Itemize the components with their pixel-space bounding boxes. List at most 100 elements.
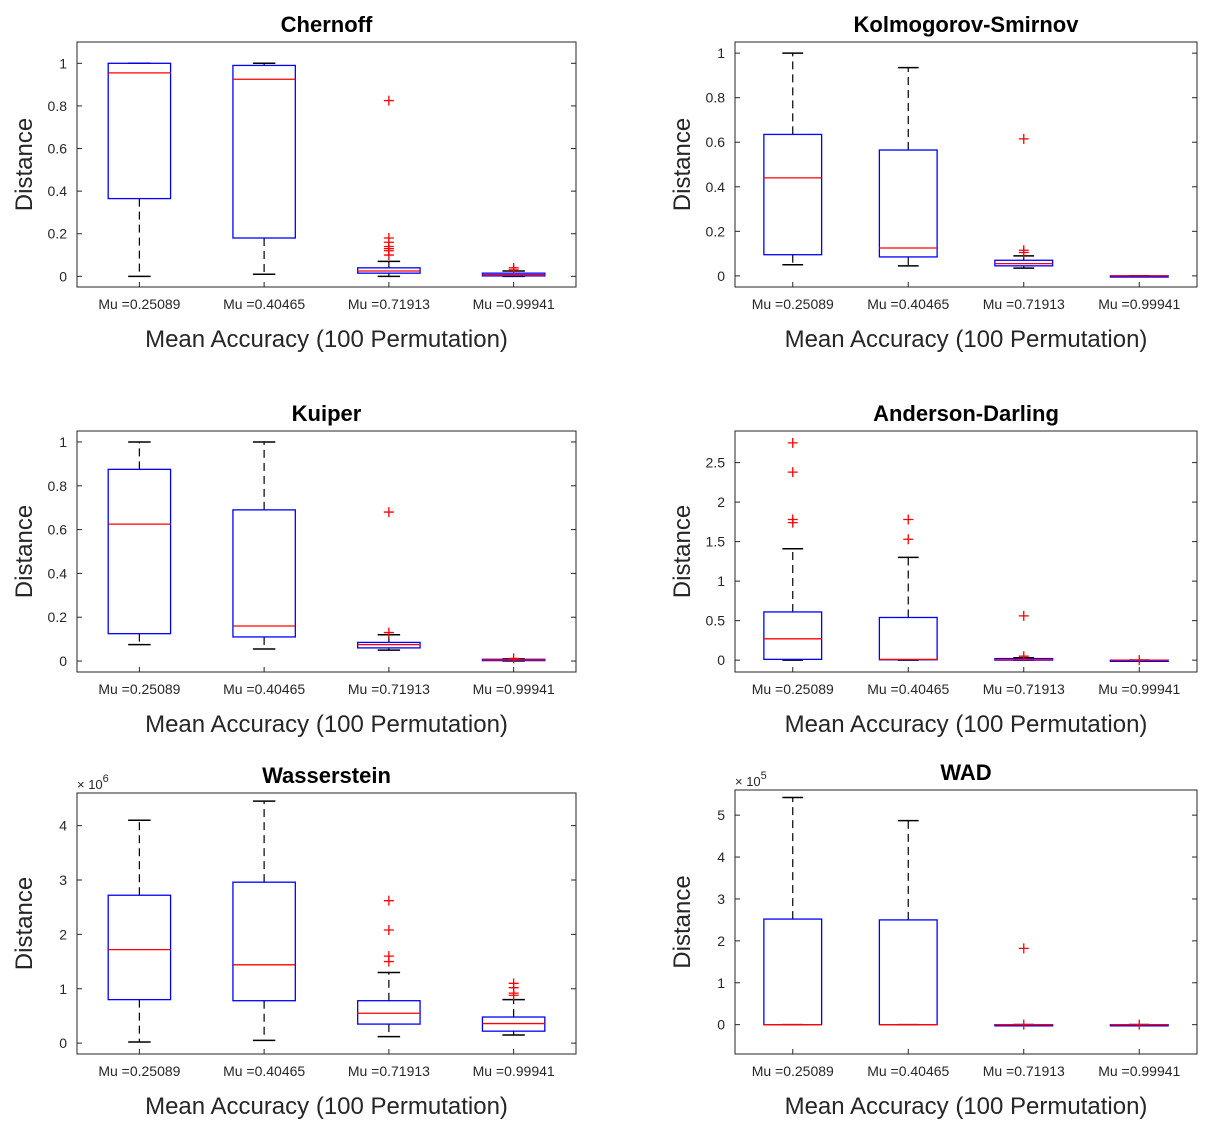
outlier-marker bbox=[787, 467, 798, 478]
x-tick-label: Mu =0.99941 bbox=[473, 681, 555, 697]
y-tick-label: 0.6 bbox=[706, 134, 726, 150]
outlier-marker bbox=[1018, 245, 1029, 256]
plot-area bbox=[76, 41, 577, 288]
box-4 bbox=[1109, 275, 1169, 278]
box-3 bbox=[357, 95, 421, 278]
y-tick-label: 0.5 bbox=[706, 613, 726, 629]
y-tick-label: 0 bbox=[717, 1017, 725, 1033]
y-tick-label: 0.2 bbox=[706, 223, 726, 239]
y-tick-label: 2 bbox=[717, 494, 725, 510]
y-tick-label: 0.8 bbox=[48, 478, 68, 494]
chart-panel-wasserstein: Wasserstein 0 1 2 3 4 × 106 Mu =0.25089 Mu =0.40… bbox=[11, 763, 577, 1120]
x-tick-label: Mu =0.71913 bbox=[348, 681, 430, 697]
x-tick-label: Mu =0.71913 bbox=[348, 296, 430, 312]
axis-exponent-label: × 106 bbox=[77, 773, 109, 792]
box-1 bbox=[763, 52, 823, 266]
x-tick-label: Mu =0.40465 bbox=[867, 1063, 949, 1079]
y-tick-label: 5 bbox=[717, 807, 725, 823]
chart-panel-anderson-darling: Anderson-Darling 0 0.5 1 1.5 2 2.5 Mu =0.25089 M… bbox=[669, 401, 1198, 738]
y-axis-label: Distance bbox=[11, 118, 38, 211]
axis-exponent-power: 5 bbox=[761, 770, 767, 782]
box-4 bbox=[481, 653, 546, 664]
y-tick-label: 0.8 bbox=[48, 98, 68, 114]
axis-exponent-power: 6 bbox=[103, 773, 109, 785]
box-2 bbox=[878, 66, 938, 267]
y-tick-label: 0.4 bbox=[48, 183, 68, 199]
x-tick-label: Mu =0.25089 bbox=[98, 681, 180, 697]
plot-area bbox=[734, 41, 1198, 288]
x-axis-label: Mean Accuracy (100 Permutation) bbox=[145, 326, 508, 353]
box-iqr bbox=[107, 894, 172, 1001]
outlier-marker bbox=[1018, 1019, 1029, 1030]
x-tick-label: Mu =0.40465 bbox=[223, 1063, 305, 1079]
box-1 bbox=[107, 441, 172, 646]
outlier-marker bbox=[508, 653, 519, 664]
box-iqr bbox=[232, 881, 296, 1002]
box-iqr bbox=[763, 611, 823, 661]
x-tick-label: Mu =0.40465 bbox=[223, 681, 305, 697]
y-tick-label: 0.6 bbox=[48, 141, 68, 157]
outlier-marker bbox=[383, 627, 394, 638]
y-tick-label: 1 bbox=[717, 45, 725, 61]
plot-area bbox=[734, 430, 1198, 673]
y-tick-label: 1 bbox=[59, 434, 67, 450]
y-tick-label: 3 bbox=[717, 891, 725, 907]
chart-title: WAD bbox=[940, 760, 991, 785]
outlier-marker bbox=[383, 507, 394, 518]
x-tick-label: Mu =0.99941 bbox=[473, 1063, 555, 1079]
chart-panel-chernoff: Chernoff 0 0.2 0.4 0.6 0.8 1 Mu =0.25089 Mu =0.4… bbox=[11, 12, 577, 353]
box-3 bbox=[357, 895, 421, 1038]
outlier-marker bbox=[383, 925, 394, 936]
box-2 bbox=[878, 514, 938, 661]
x-tick-label: Mu =0.99941 bbox=[1098, 1063, 1180, 1079]
x-tick-label: Mu =0.71913 bbox=[348, 1063, 430, 1079]
x-axis-label: Mean Accuracy (100 Permutation) bbox=[145, 711, 508, 738]
box-4 bbox=[481, 262, 546, 278]
box-1 bbox=[107, 62, 172, 278]
x-tick-label: Mu =0.99941 bbox=[1098, 681, 1180, 697]
y-tick-label: 0.4 bbox=[48, 565, 68, 581]
chart-title: Kuiper bbox=[292, 401, 362, 426]
box-3 bbox=[357, 507, 421, 651]
outlier-marker bbox=[1018, 610, 1029, 621]
y-axis-label: Distance bbox=[11, 877, 38, 970]
box-2 bbox=[232, 62, 296, 275]
y-tick-label: 0.4 bbox=[706, 179, 726, 195]
y-tick-label: 3 bbox=[59, 872, 67, 888]
box-1 bbox=[763, 437, 823, 661]
chart-panel-kuiper: Kuiper 0 0.2 0.4 0.6 0.8 1 Mu =0.25089 Mu =0.404… bbox=[11, 401, 577, 738]
x-tick-label: Mu =0.99941 bbox=[1098, 296, 1180, 312]
box-iqr bbox=[357, 1000, 421, 1025]
y-tick-label: 2.5 bbox=[706, 455, 726, 471]
x-tick-label: Mu =0.71913 bbox=[983, 681, 1065, 697]
outlier-marker bbox=[1018, 943, 1029, 954]
axis-exponent-label: × 105 bbox=[735, 770, 767, 789]
x-tick-label: Mu =0.25089 bbox=[752, 1063, 834, 1079]
box-iqr bbox=[107, 62, 172, 200]
outlier-marker bbox=[1018, 133, 1029, 144]
chart-title: Wasserstein bbox=[262, 763, 391, 788]
outlier-marker bbox=[1018, 651, 1029, 662]
box-3 bbox=[994, 610, 1054, 662]
outlier-marker bbox=[903, 534, 914, 545]
y-tick-label: 1 bbox=[717, 975, 725, 991]
chart-title: Chernoff bbox=[281, 12, 373, 37]
box-1 bbox=[763, 796, 823, 1026]
outlier-marker bbox=[383, 951, 394, 962]
box-3 bbox=[994, 133, 1054, 269]
x-tick-label: Mu =0.71913 bbox=[983, 1063, 1065, 1079]
outlier-marker bbox=[508, 978, 519, 989]
x-tick-label: Mu =0.71913 bbox=[983, 296, 1065, 312]
box-3 bbox=[994, 943, 1054, 1030]
x-tick-label: Mu =0.40465 bbox=[867, 296, 949, 312]
y-tick-label: 4 bbox=[59, 818, 67, 834]
box-iqr bbox=[878, 149, 938, 258]
x-axis-label: Mean Accuracy (100 Permutation) bbox=[785, 326, 1148, 353]
outlier-marker bbox=[787, 514, 798, 525]
x-tick-label: Mu =0.99941 bbox=[473, 296, 555, 312]
y-axis-label: Distance bbox=[669, 118, 696, 211]
box-4 bbox=[1109, 655, 1169, 666]
x-tick-label: Mu =0.25089 bbox=[752, 296, 834, 312]
y-axis-label: Distance bbox=[669, 875, 696, 968]
